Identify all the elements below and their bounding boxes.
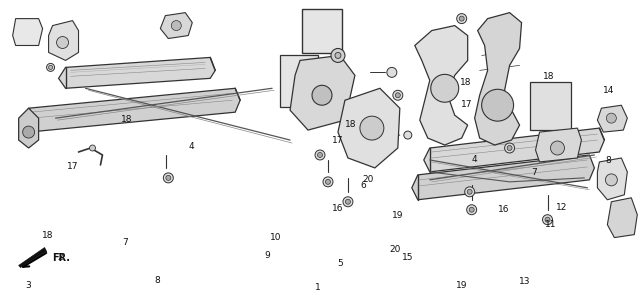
Circle shape <box>457 14 467 23</box>
Text: 13: 13 <box>518 277 530 286</box>
Circle shape <box>312 85 332 105</box>
Polygon shape <box>19 108 38 148</box>
Circle shape <box>507 145 512 150</box>
Polygon shape <box>597 105 627 132</box>
Text: 5: 5 <box>337 259 343 268</box>
Text: 7: 7 <box>122 238 128 247</box>
Circle shape <box>326 179 330 184</box>
Text: 16: 16 <box>498 205 509 214</box>
Circle shape <box>469 207 474 212</box>
Polygon shape <box>59 57 215 88</box>
Circle shape <box>543 215 552 225</box>
Circle shape <box>396 93 401 98</box>
Circle shape <box>482 89 513 121</box>
Text: 4: 4 <box>188 142 194 151</box>
Text: 17: 17 <box>332 136 344 145</box>
Text: 3: 3 <box>25 281 31 290</box>
Text: 14: 14 <box>603 86 614 95</box>
Circle shape <box>317 153 323 157</box>
Polygon shape <box>415 26 468 145</box>
Polygon shape <box>424 128 604 172</box>
Circle shape <box>393 90 403 100</box>
Circle shape <box>387 67 397 77</box>
Circle shape <box>343 197 353 207</box>
Circle shape <box>323 177 333 187</box>
Text: 20: 20 <box>362 175 374 184</box>
Circle shape <box>467 205 477 215</box>
Circle shape <box>404 131 412 139</box>
Text: 10: 10 <box>269 233 281 242</box>
Text: 18: 18 <box>543 72 554 81</box>
Circle shape <box>90 145 95 151</box>
Text: 17: 17 <box>461 100 472 109</box>
Text: 1: 1 <box>316 283 321 292</box>
Text: 4: 4 <box>472 155 477 164</box>
Circle shape <box>346 199 351 204</box>
Text: 18: 18 <box>345 119 356 129</box>
Polygon shape <box>49 20 79 61</box>
Text: 19: 19 <box>392 211 404 220</box>
Circle shape <box>331 48 345 62</box>
Circle shape <box>22 126 35 138</box>
Circle shape <box>465 187 475 197</box>
Polygon shape <box>13 19 43 45</box>
Polygon shape <box>290 55 355 130</box>
Polygon shape <box>475 13 522 145</box>
Text: 9: 9 <box>265 251 271 260</box>
Text: 7: 7 <box>532 168 538 177</box>
Text: 11: 11 <box>545 220 557 229</box>
Bar <box>280 55 318 107</box>
Text: 18: 18 <box>122 116 133 124</box>
Polygon shape <box>22 88 240 132</box>
Polygon shape <box>597 158 627 200</box>
Circle shape <box>467 189 472 194</box>
Text: FR.: FR. <box>52 253 70 262</box>
Circle shape <box>163 173 173 183</box>
Circle shape <box>504 143 515 153</box>
Text: 6: 6 <box>360 182 365 190</box>
Circle shape <box>431 74 459 102</box>
Text: 8: 8 <box>154 276 160 285</box>
Circle shape <box>605 174 618 186</box>
Polygon shape <box>338 88 400 168</box>
Text: 19: 19 <box>456 281 468 290</box>
Text: 15: 15 <box>403 253 414 262</box>
Text: 8: 8 <box>606 157 612 166</box>
Circle shape <box>545 217 550 222</box>
Text: 17: 17 <box>67 162 78 171</box>
Circle shape <box>172 20 181 31</box>
Text: 18: 18 <box>460 78 471 87</box>
Circle shape <box>459 16 464 21</box>
Text: 2: 2 <box>57 253 63 262</box>
Text: 20: 20 <box>390 246 401 254</box>
Circle shape <box>360 116 384 140</box>
Polygon shape <box>536 128 581 162</box>
Circle shape <box>47 64 54 71</box>
Circle shape <box>49 65 52 69</box>
Circle shape <box>166 175 171 180</box>
Text: 12: 12 <box>556 203 567 212</box>
Text: 18: 18 <box>42 231 53 240</box>
Polygon shape <box>19 247 47 268</box>
Circle shape <box>550 141 564 155</box>
Bar <box>302 9 342 54</box>
Circle shape <box>315 150 325 160</box>
Circle shape <box>56 36 68 48</box>
Circle shape <box>335 52 341 58</box>
Polygon shape <box>161 13 192 39</box>
Bar <box>529 82 572 130</box>
Polygon shape <box>412 155 595 200</box>
Text: 16: 16 <box>332 203 344 213</box>
Circle shape <box>606 113 616 123</box>
Polygon shape <box>607 198 637 237</box>
